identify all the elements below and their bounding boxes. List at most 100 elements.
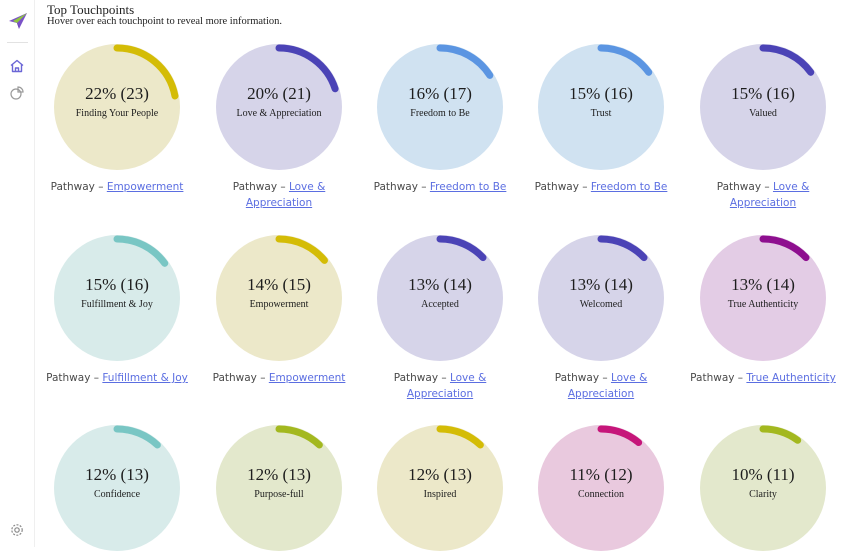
touchpoint-ring	[216, 425, 342, 551]
touchpoint-circle	[216, 425, 342, 551]
touchpoint-ring	[377, 44, 503, 170]
touchpoint-percentage: 12% (13)	[85, 465, 149, 484]
pathway-link[interactable]: Empowerment	[106, 181, 184, 193]
page-title: Top Touchpoints	[47, 2, 135, 17]
pathway-caption: Pathway – Freedom to Be	[360, 179, 520, 195]
pathway-caption: Pathway – Empowerment	[199, 370, 359, 386]
touchpoint-label: Trust	[590, 108, 612, 119]
pathway-link[interactable]: Love & Appreciation	[729, 181, 810, 209]
touchpoint-ring	[54, 425, 180, 551]
touchpoint-circle	[377, 44, 503, 170]
touchpoint-circle	[54, 44, 180, 170]
pathway-prefix: Pathway –	[690, 372, 747, 384]
touchpoint-card[interactable]: 12% (13) Confidence	[47, 418, 187, 558]
touchpoint-ring	[54, 235, 180, 361]
page-subtitle: Hover over each touchpoint to reveal mor…	[47, 16, 282, 27]
touchpoint-label: Empowerment	[249, 299, 309, 310]
touchpoint-circle	[216, 44, 342, 170]
touchpoint-circle	[700, 44, 826, 170]
touchpoint-label: Clarity	[749, 489, 777, 500]
touchpoint-circle	[377, 425, 503, 551]
touchpoint-percentage: 10% (11)	[731, 465, 795, 484]
touchpoint-card[interactable]: 22% (23) Finding Your People	[47, 37, 187, 177]
pathway-link[interactable]: Love & Appreciation	[245, 181, 326, 209]
sidebar-divider	[7, 42, 28, 43]
pathway-link[interactable]: Love & Appreciation	[406, 372, 487, 400]
touchpoint-circle	[377, 235, 503, 361]
touchpoint-progress-arc	[113, 44, 179, 100]
pathway-prefix: Pathway –	[554, 372, 611, 384]
pathway-link[interactable]: Love & Appreciation	[567, 372, 648, 400]
pathway-link[interactable]: Fulfillment & Joy	[102, 372, 188, 384]
pathway-prefix: Pathway –	[50, 181, 107, 193]
touchpoint-label: Purpose-full	[254, 489, 304, 500]
touchpoint-label: Accepted	[421, 299, 459, 310]
pathway-caption: Pathway – Freedom to Be	[521, 179, 681, 195]
touchpoint-ring	[700, 425, 826, 551]
pathway-prefix: Pathway –	[716, 181, 773, 193]
touchpoint-label: Valued	[749, 108, 777, 119]
paper-plane-logo-icon[interactable]	[8, 11, 28, 31]
touchpoint-percentage: 14% (15)	[247, 275, 311, 294]
touchpoint-ring	[538, 425, 664, 551]
touchpoint-progress-arc	[275, 44, 339, 93]
touchpoint-card[interactable]: 14% (15) Empowerment	[209, 228, 349, 368]
touchpoint-card[interactable]: 13% (14) Welcomed	[531, 228, 671, 368]
touchpoint-percentage: 12% (13)	[247, 465, 311, 484]
touchpoint-progress-arc	[113, 425, 161, 449]
touchpoint-card[interactable]: 15% (16) Valued	[693, 37, 833, 177]
touchpoint-label: True Authenticity	[727, 299, 799, 310]
touchpoint-progress-arc	[436, 44, 494, 79]
touchpoint-progress-arc	[436, 235, 487, 262]
touchpoint-progress-arc	[759, 425, 802, 444]
touchpoint-ring	[700, 235, 826, 361]
pathway-link[interactable]: Freedom to Be	[429, 181, 507, 193]
touchpoint-card[interactable]: 20% (21) Love & Appreciation	[209, 37, 349, 177]
touchpoint-label: Inspired	[423, 489, 457, 500]
touchpoint-ring	[538, 44, 664, 170]
sidebar	[0, 0, 34, 547]
touchpoint-ring	[54, 44, 180, 170]
touchpoint-card[interactable]: 16% (17) Freedom to Be	[370, 37, 510, 177]
touchpoint-label: Freedom to Be	[410, 108, 470, 119]
touchpoint-card[interactable]: 13% (14) Accepted	[370, 228, 510, 368]
pathway-caption: Pathway – Empowerment	[37, 179, 197, 195]
pathway-caption: Pathway – Love & Appreciation	[360, 370, 520, 402]
touchpoint-percentage: 16% (17)	[408, 84, 472, 103]
pathway-link[interactable]: True Authenticity	[746, 372, 836, 384]
home-icon[interactable]	[9, 58, 25, 74]
touchpoint-card[interactable]: 15% (16) Fulfillment & Joy	[47, 228, 187, 368]
touchpoint-progress-arc	[113, 235, 169, 267]
touchpoint-card[interactable]: 13% (14) True Authenticity	[693, 228, 833, 368]
touchpoint-progress-arc	[597, 235, 648, 262]
touchpoint-progress-arc	[759, 235, 810, 262]
touchpoint-percentage: 20% (21)	[247, 84, 311, 103]
touchpoint-card[interactable]: 12% (13) Inspired	[370, 418, 510, 558]
touchpoint-circle	[700, 425, 826, 551]
touchpoint-card[interactable]: 12% (13) Purpose-full	[209, 418, 349, 558]
pathway-caption: Pathway – Fulfillment & Joy	[37, 370, 197, 386]
touchpoint-label: Connection	[577, 489, 625, 500]
touchpoint-ring	[216, 235, 342, 361]
chart-pie-icon[interactable]	[9, 85, 25, 101]
touchpoint-percentage: 11% (12)	[569, 465, 633, 484]
touchpoint-ring	[377, 235, 503, 361]
pathway-link[interactable]: Freedom to Be	[590, 181, 668, 193]
touchpoint-progress-arc	[275, 425, 323, 449]
touchpoint-card[interactable]: 10% (11) Clarity	[693, 418, 833, 558]
touchpoint-percentage: 13% (14)	[731, 275, 795, 294]
touchpoint-progress-arc	[597, 44, 653, 76]
touchpoint-label: Welcomed	[579, 299, 623, 310]
touchpoint-percentage: 15% (16)	[85, 275, 149, 294]
touchpoint-percentage: 15% (16)	[731, 84, 795, 103]
pathway-prefix: Pathway –	[212, 372, 269, 384]
touchpoint-circle	[538, 235, 664, 361]
pathway-prefix: Pathway –	[373, 181, 430, 193]
touchpoint-card[interactable]: 15% (16) Trust	[531, 37, 671, 177]
sidebar-border	[34, 0, 35, 547]
settings-icon[interactable]	[9, 522, 25, 538]
touchpoint-circle	[700, 235, 826, 361]
touchpoint-card[interactable]: 11% (12) Connection	[531, 418, 671, 558]
pathway-caption: Pathway – Love & Appreciation	[199, 179, 359, 211]
pathway-link[interactable]: Empowerment	[268, 372, 346, 384]
